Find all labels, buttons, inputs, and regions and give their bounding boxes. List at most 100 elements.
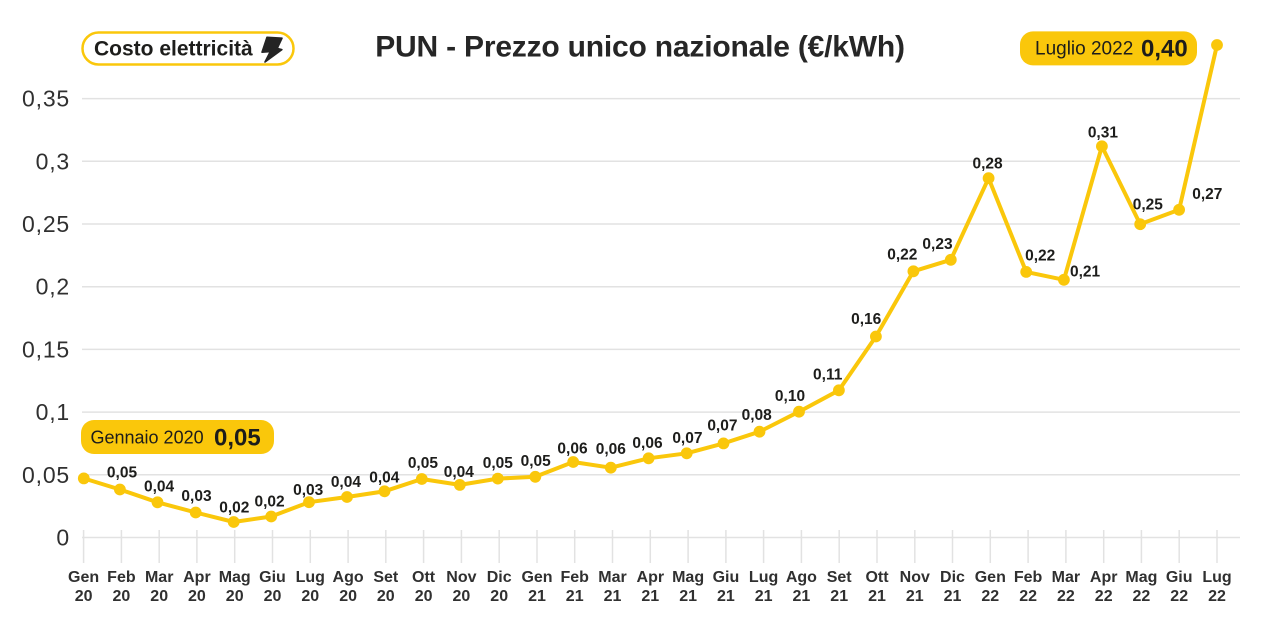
svg-text:0,28: 0,28 bbox=[973, 156, 1004, 173]
svg-text:0,08: 0,08 bbox=[742, 407, 773, 424]
svg-text:20: 20 bbox=[188, 588, 206, 605]
svg-text:20: 20 bbox=[75, 588, 93, 605]
svg-text:21: 21 bbox=[641, 588, 659, 605]
svg-text:20: 20 bbox=[490, 588, 508, 605]
svg-text:0,05: 0,05 bbox=[107, 465, 138, 482]
svg-text:0,05: 0,05 bbox=[408, 455, 439, 472]
svg-text:20: 20 bbox=[301, 588, 319, 605]
svg-text:0,04: 0,04 bbox=[444, 464, 475, 481]
svg-text:Lug: Lug bbox=[749, 569, 778, 586]
svg-text:21: 21 bbox=[566, 588, 584, 605]
svg-text:21: 21 bbox=[944, 588, 962, 605]
svg-text:20: 20 bbox=[339, 588, 357, 605]
svg-text:Apr: Apr bbox=[183, 569, 211, 586]
svg-text:0,21: 0,21 bbox=[1070, 263, 1101, 280]
svg-text:0,27: 0,27 bbox=[1192, 186, 1222, 203]
svg-text:Lug: Lug bbox=[1202, 569, 1231, 586]
svg-text:0,22: 0,22 bbox=[1025, 248, 1055, 265]
svg-text:21: 21 bbox=[793, 588, 811, 605]
svg-text:20: 20 bbox=[226, 588, 244, 605]
svg-text:Feb: Feb bbox=[107, 569, 136, 586]
svg-text:0,35: 0,35 bbox=[22, 86, 70, 112]
svg-text:21: 21 bbox=[604, 588, 622, 605]
svg-text:0,25: 0,25 bbox=[1133, 197, 1164, 214]
svg-text:Mag: Mag bbox=[219, 569, 251, 586]
svg-text:21: 21 bbox=[679, 588, 697, 605]
svg-text:Mag: Mag bbox=[672, 569, 704, 586]
svg-text:Nov: Nov bbox=[446, 569, 476, 586]
svg-text:0,10: 0,10 bbox=[775, 388, 805, 405]
svg-text:22: 22 bbox=[1057, 588, 1075, 605]
svg-text:Apr: Apr bbox=[637, 569, 665, 586]
svg-text:20: 20 bbox=[377, 588, 395, 605]
svg-text:Mar: Mar bbox=[145, 569, 173, 586]
svg-text:0,16: 0,16 bbox=[851, 311, 882, 328]
svg-text:Luglio 2022: Luglio 2022 bbox=[1035, 39, 1133, 60]
svg-text:Dic: Dic bbox=[487, 569, 512, 586]
svg-text:0,04: 0,04 bbox=[331, 474, 362, 491]
svg-text:20: 20 bbox=[150, 588, 168, 605]
svg-text:0,05: 0,05 bbox=[214, 425, 261, 452]
svg-text:Mar: Mar bbox=[598, 569, 626, 586]
svg-text:0,1: 0,1 bbox=[36, 399, 70, 425]
svg-text:22: 22 bbox=[1133, 588, 1151, 605]
svg-text:Ott: Ott bbox=[865, 569, 889, 586]
svg-text:20: 20 bbox=[264, 588, 282, 605]
svg-text:0,02: 0,02 bbox=[219, 499, 249, 516]
svg-text:0,11: 0,11 bbox=[813, 367, 843, 384]
svg-text:0,23: 0,23 bbox=[922, 236, 953, 253]
svg-text:0,25: 0,25 bbox=[22, 211, 70, 237]
svg-text:20: 20 bbox=[415, 588, 433, 605]
svg-text:Giu: Giu bbox=[713, 569, 740, 586]
svg-text:0,07: 0,07 bbox=[707, 418, 737, 435]
svg-text:21: 21 bbox=[906, 588, 924, 605]
svg-text:0,06: 0,06 bbox=[557, 440, 588, 457]
svg-text:22: 22 bbox=[1019, 588, 1037, 605]
svg-text:Ago: Ago bbox=[333, 569, 364, 586]
svg-text:21: 21 bbox=[717, 588, 735, 605]
svg-text:Gennaio 2020: Gennaio 2020 bbox=[91, 428, 204, 448]
svg-text:0,06: 0,06 bbox=[632, 435, 663, 452]
svg-text:21: 21 bbox=[868, 588, 886, 605]
svg-text:22: 22 bbox=[981, 588, 999, 605]
svg-text:0,31: 0,31 bbox=[1088, 125, 1119, 142]
svg-text:0,05: 0,05 bbox=[483, 455, 514, 472]
svg-text:0,06: 0,06 bbox=[596, 441, 627, 458]
svg-text:Set: Set bbox=[827, 569, 853, 586]
svg-text:0,3: 0,3 bbox=[36, 148, 70, 174]
svg-text:0,02: 0,02 bbox=[255, 493, 285, 510]
svg-text:Lug: Lug bbox=[296, 569, 325, 586]
svg-text:0,2: 0,2 bbox=[36, 274, 70, 300]
svg-text:Ott: Ott bbox=[412, 569, 436, 586]
svg-text:0,22: 0,22 bbox=[887, 246, 917, 263]
svg-text:20: 20 bbox=[113, 588, 131, 605]
svg-text:0,40: 0,40 bbox=[1141, 36, 1188, 63]
svg-text:PUN - Prezzo unico nazionale (: PUN - Prezzo unico nazionale (€/kWh) bbox=[375, 31, 905, 64]
svg-text:Giu: Giu bbox=[259, 569, 286, 586]
svg-text:0,05: 0,05 bbox=[22, 462, 70, 488]
svg-text:Mag: Mag bbox=[1125, 569, 1157, 586]
svg-text:Mar: Mar bbox=[1052, 569, 1080, 586]
svg-text:0: 0 bbox=[56, 525, 70, 551]
svg-text:0,04: 0,04 bbox=[144, 479, 175, 496]
svg-text:Ago: Ago bbox=[786, 569, 817, 586]
svg-text:Dic: Dic bbox=[940, 569, 965, 586]
svg-text:21: 21 bbox=[755, 588, 773, 605]
svg-text:0,07: 0,07 bbox=[672, 430, 702, 447]
svg-text:Gen: Gen bbox=[521, 569, 552, 586]
svg-text:0,03: 0,03 bbox=[181, 488, 212, 505]
svg-text:0,05: 0,05 bbox=[521, 453, 552, 470]
svg-text:22: 22 bbox=[1095, 588, 1113, 605]
svg-text:Feb: Feb bbox=[560, 569, 589, 586]
svg-text:21: 21 bbox=[830, 588, 848, 605]
svg-text:Gen: Gen bbox=[975, 569, 1006, 586]
svg-text:Apr: Apr bbox=[1090, 569, 1118, 586]
svg-text:22: 22 bbox=[1170, 588, 1188, 605]
svg-text:22: 22 bbox=[1208, 588, 1226, 605]
svg-text:Feb: Feb bbox=[1014, 569, 1043, 586]
svg-text:0,03: 0,03 bbox=[293, 482, 324, 499]
svg-text:0,04: 0,04 bbox=[369, 469, 400, 486]
svg-text:20: 20 bbox=[453, 588, 471, 605]
svg-text:Nov: Nov bbox=[900, 569, 930, 586]
svg-text:Giu: Giu bbox=[1166, 569, 1193, 586]
